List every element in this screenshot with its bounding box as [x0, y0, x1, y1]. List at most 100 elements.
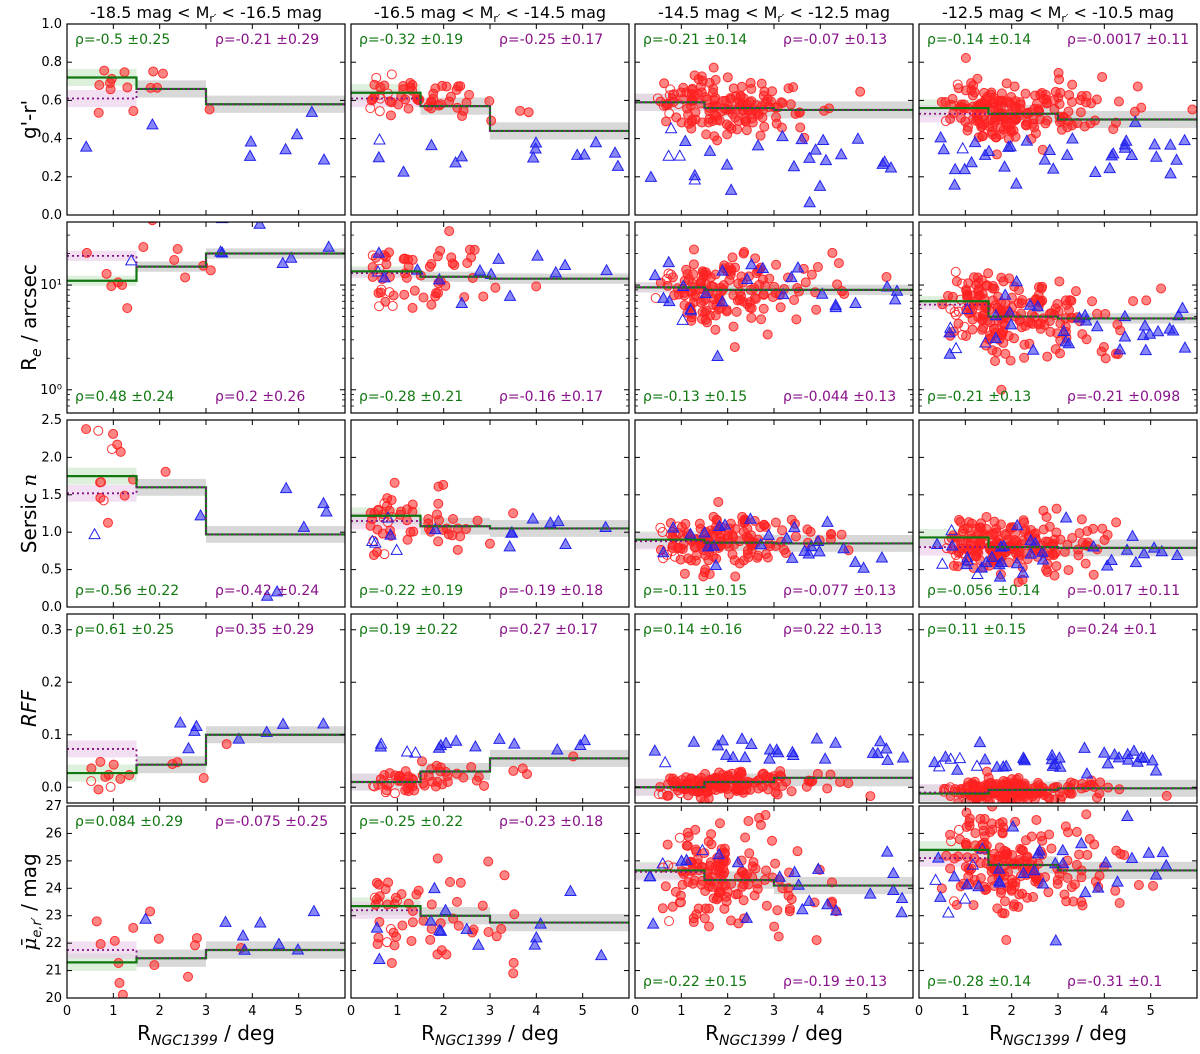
blue-triangle: [549, 265, 563, 278]
red-point: [1001, 847, 1012, 858]
panel-sersic-4: ρ=-0.056 ±0.14 ρ=-0.017 ±0.11: [918, 419, 1198, 608]
red-point: [442, 771, 453, 782]
blue-triangle: [611, 159, 625, 171]
blue-triangle: [1121, 747, 1135, 760]
rho-green: ρ=-0.21 ±0.13: [927, 389, 1031, 405]
red-point: [1112, 319, 1123, 330]
red-point: [1115, 849, 1126, 860]
red-point: [1064, 305, 1075, 316]
blue-triangle: [657, 291, 670, 303]
red-point: [95, 756, 106, 767]
rho-green: ρ=-0.056 ±0.14: [927, 583, 1040, 599]
red-point: [1046, 843, 1057, 854]
red-point: [157, 68, 168, 79]
red-point: [1000, 855, 1011, 866]
red-point: [106, 444, 117, 455]
blue-triangle: [684, 527, 697, 539]
red-point: [380, 884, 391, 895]
blue-triangle: [284, 251, 298, 263]
red-point: [990, 356, 1001, 367]
red-point: [1019, 339, 1030, 350]
red-point: [704, 921, 715, 932]
red-point: [426, 899, 437, 910]
blue-triangle: [530, 931, 543, 943]
blue-triangle: [1125, 851, 1139, 864]
rho-purple: ρ=-0.077 ±0.13: [783, 583, 896, 599]
blue-triangle: [703, 144, 717, 156]
red-point: [730, 889, 741, 900]
blue-triangle: [966, 858, 980, 870]
blue-triangle: [776, 129, 789, 142]
blue-triangle: [1170, 548, 1184, 561]
blue-triangle: [956, 141, 970, 154]
red-point: [657, 789, 668, 800]
red-point: [722, 72, 733, 83]
blue-triangle: [1024, 533, 1037, 546]
x-tick-label: 1: [961, 1004, 969, 1019]
red-point: [1067, 533, 1078, 544]
x-tick-label: 2: [440, 1004, 448, 1019]
rho-green: ρ=0.61 ±0.25: [75, 622, 174, 638]
blue-triangle: [1149, 764, 1163, 776]
rho-green: ρ=0.084 ±0.29: [75, 814, 183, 830]
blue-triangle: [322, 240, 336, 252]
red-point: [373, 879, 384, 890]
blue-triangle: [1091, 881, 1105, 893]
red-point: [490, 282, 501, 293]
blue-triangle: [1137, 546, 1151, 559]
y-tick-label: 0.0: [41, 780, 62, 795]
purple-step-line: [919, 857, 1197, 872]
blue-triangle: [1164, 166, 1177, 179]
red-point: [764, 273, 775, 284]
rho-green: ρ=-0.5 ±0.25: [75, 32, 170, 48]
blue-triangle: [993, 570, 1007, 582]
red-point: [982, 280, 993, 291]
red-point: [756, 314, 767, 325]
red-point: [1000, 348, 1011, 359]
red-point: [792, 846, 803, 857]
x-tick-label: 2: [724, 1004, 732, 1019]
blue-triangle: [384, 528, 397, 540]
blue-triangle: [968, 135, 982, 148]
red-point: [674, 832, 685, 843]
red-point: [423, 513, 434, 524]
red-point: [117, 989, 128, 998]
blue-triangle: [719, 748, 733, 760]
panel-mu-4: 0 1 2 3 4 5 ρ=-0.28 ±0.14 ρ=-0.31 ±0.1: [915, 805, 1198, 1019]
blue-triangle: [374, 737, 388, 749]
blue-triangle: [320, 505, 333, 517]
rho-purple: ρ=0.2 ±0.26: [215, 389, 305, 405]
blue-triangle: [564, 884, 577, 896]
red-point: [953, 318, 964, 329]
red-point: [710, 784, 721, 795]
blue-triangle: [1031, 299, 1045, 312]
blue-triangle: [979, 336, 992, 348]
red-point: [1010, 131, 1021, 142]
red-point: [1069, 879, 1080, 890]
blue-triangle: [1043, 143, 1057, 155]
red-point: [395, 506, 406, 517]
blue-triangle: [776, 287, 790, 300]
red-point: [953, 787, 964, 798]
red-point: [967, 324, 978, 335]
y-tick-label: 0.2: [41, 170, 62, 185]
blue-triangle: [788, 865, 801, 877]
red-point: [1156, 283, 1167, 294]
red-point: [741, 125, 752, 136]
blue-triangle: [1149, 868, 1163, 880]
blue-triangle: [578, 148, 591, 160]
blue-triangle: [455, 149, 469, 162]
rho-green: ρ=-0.13 ±0.15: [643, 389, 747, 405]
red-point: [1148, 880, 1159, 891]
red-point: [1113, 96, 1124, 107]
blue-triangle: [662, 255, 676, 268]
blue-triangle: [701, 539, 715, 552]
panel-frame: [634, 221, 914, 414]
y-tick-label: 2.0: [41, 450, 62, 465]
red-point: [1001, 935, 1012, 946]
blue-triangle: [317, 496, 330, 509]
blue-triangle: [1120, 543, 1134, 555]
red-point: [1063, 565, 1074, 576]
blue-triangle: [888, 292, 902, 305]
